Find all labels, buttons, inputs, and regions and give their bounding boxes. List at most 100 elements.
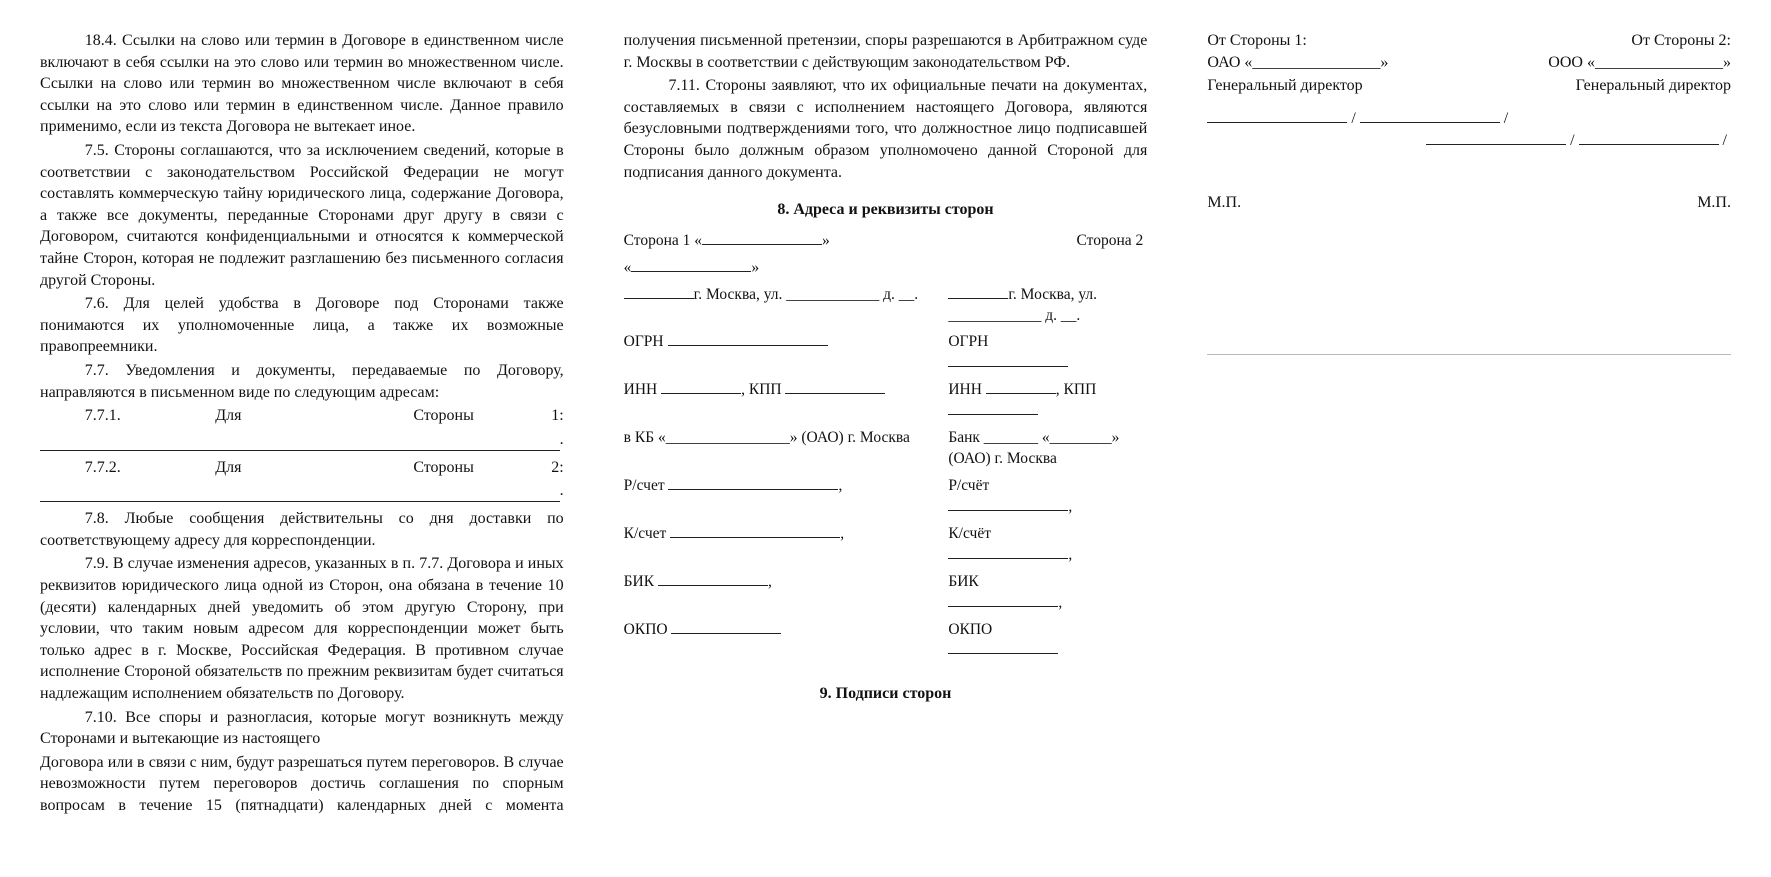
- party2-label: Сторона 2: [1077, 232, 1144, 249]
- kpp1-label: КПП: [749, 381, 782, 398]
- signatures-title-row: Генеральный директор Генеральный директо…: [1207, 75, 1731, 97]
- clause-7-7-2-line: [40, 482, 560, 502]
- kpp2-label: КПП: [1064, 381, 1097, 398]
- addr2-cell: г. Москва, ул. ____________ д. __.: [948, 285, 1147, 333]
- sig1-sign-line: [1360, 107, 1500, 123]
- clause-7-8: 7.8. Любые сообщения действительны со дн…: [40, 508, 564, 551]
- from-party2-label: От Стороны 2:: [1631, 30, 1731, 52]
- signatures-from-row: От Стороны 1: От Стороны 2:: [1207, 30, 1731, 52]
- clause-7-7-2-party: Стороны: [413, 459, 474, 476]
- clause-7-9: 7.9. В случае изменения адресов, указанн…: [40, 553, 564, 704]
- kpp2-line: [948, 414, 1038, 415]
- section-8-heading: 8. Адреса и реквизиты сторон: [624, 199, 1148, 221]
- bik2-cell: БИК,: [948, 572, 1147, 620]
- inn1-label: ИНН: [624, 381, 658, 398]
- party2-name-line: [631, 271, 751, 272]
- party1-close-quote: »: [822, 232, 830, 249]
- requisites-table: Сторона 1 «» Сторона 2 «» г. Москва, ул.…: [624, 231, 1148, 668]
- rschet2-cell: Р/счёт,: [948, 476, 1147, 524]
- addr1-index-line: [624, 298, 694, 299]
- okpo1-cell: ОКПО: [624, 620, 949, 668]
- okpo1-label: ОКПО: [624, 621, 668, 638]
- ogrn2-cell: ОГРН: [948, 332, 1147, 380]
- clause-7-7-2-end: 2:: [551, 457, 563, 479]
- clause-7-7: 7.7. Уведомления и документы, передаваем…: [40, 360, 564, 403]
- clause-7-7-2-period: .: [560, 480, 564, 508]
- bik1-cell: БИК ,: [624, 572, 949, 620]
- clause-7-7-2-for: Для: [215, 459, 241, 476]
- addr2-text: г. Москва, ул. ____________ д. __.: [948, 286, 1097, 324]
- inn2-line: [986, 393, 1056, 394]
- bik1-label: БИК: [624, 573, 654, 590]
- clause-7-7-1-end: 1:: [551, 405, 563, 427]
- okpo2-line: [948, 653, 1058, 654]
- clause-7-11: 7.11. Стороны заявляют, что их официальн…: [624, 75, 1148, 183]
- okpo1-line: [671, 633, 781, 634]
- clause-7-7-1-for: Для: [215, 407, 241, 424]
- rschet1-label: Р/счет: [624, 477, 665, 494]
- gendir2-label: Генеральный директор: [1576, 75, 1731, 97]
- okpo2-label: ОКПО: [948, 621, 992, 638]
- bik2-label: БИК: [948, 573, 978, 590]
- org2-ooo: ООО «________________»: [1548, 52, 1731, 74]
- inn-kpp2-cell: ИНН , КПП: [948, 380, 1147, 428]
- ogrn1-cell: ОГРН: [624, 332, 949, 380]
- bik1-line: [658, 585, 768, 586]
- addr1-cell: г. Москва, ул. ____________ д. __.: [624, 285, 949, 333]
- kschet2-label: К/счёт: [948, 525, 991, 542]
- clause-7-7-1-party: Стороны: [413, 407, 474, 424]
- kschet2-line: [948, 558, 1068, 559]
- rschet2-label: Р/счёт: [948, 477, 989, 494]
- ogrn1-line: [668, 345, 828, 346]
- clause-18-4: 18.4. Ссылки на слово или термин в Догов…: [40, 30, 564, 138]
- section-9-heading: 9. Подписи сторон: [624, 683, 1148, 705]
- from-party1-label: От Стороны 1:: [1207, 30, 1307, 52]
- party2-cell: Сторона 2: [948, 231, 1147, 258]
- sig1-name-line: [1207, 107, 1347, 123]
- clause-7-7-1-num: 7.7.1.: [85, 405, 121, 427]
- inn-kpp1-cell: ИНН , КПП: [624, 380, 949, 428]
- rschet2-line: [948, 510, 1068, 511]
- bank1-cell: в КБ «________________» (ОАО) г. Москва: [624, 428, 949, 476]
- clause-7-7-1: 7.7.1. Для Стороны 1:: [40, 405, 564, 427]
- clause-7-7-1-period: .: [560, 429, 564, 457]
- clause-7-10-begin: 7.10. Все споры и разногласия, которые м…: [40, 707, 564, 750]
- mp1-label: М.П.: [1207, 192, 1241, 214]
- party1-name-line: [702, 244, 822, 245]
- gendir1-label: Генеральный директор: [1207, 75, 1362, 97]
- mp-row: М.П. М.П.: [1207, 192, 1731, 214]
- inn1-line: [661, 393, 741, 394]
- clause-7-7-1-line: [40, 431, 560, 451]
- kschet1-line: [670, 537, 840, 538]
- clause-7-5: 7.5. Стороны соглашаются, что за исключе…: [40, 140, 564, 291]
- party2-open-quote: «: [624, 259, 632, 276]
- bank2-cell: Банк _______ «________» (ОАО) г. Москва: [948, 428, 1147, 476]
- addr2-index-line: [948, 298, 1008, 299]
- kschet2-cell: К/счёт,: [948, 524, 1147, 572]
- inn2-label: ИНН: [948, 381, 982, 398]
- ogrn1-label: ОГРН: [624, 333, 664, 350]
- signatures-block: От Стороны 1: От Стороны 2: ОАО «_______…: [1207, 30, 1731, 355]
- clause-7-7-2-num: 7.7.2.: [85, 457, 121, 479]
- rschet1-line: [668, 489, 838, 490]
- clause-7-7-2: 7.7.2. Для Стороны 2:: [40, 457, 564, 479]
- bik2-line: [948, 606, 1058, 607]
- org1-oao: ОАО «________________»: [1207, 52, 1388, 74]
- party2-close-quote: »: [751, 259, 759, 276]
- mp2-label: М.П.: [1697, 192, 1731, 214]
- party2-name-cell: «»: [624, 258, 1148, 285]
- sig2-sign-line: [1579, 129, 1719, 145]
- ogrn2-line: [948, 366, 1068, 367]
- kschet1-label: К/счет: [624, 525, 667, 542]
- clause-7-6: 7.6. Для целей удобства в Договоре под С…: [40, 293, 564, 358]
- kpp1-line: [785, 393, 885, 394]
- page-separator: [1207, 354, 1731, 355]
- party1-label: Сторона 1 «: [624, 232, 702, 249]
- addr1-text: г. Москва, ул. ____________ д. __.: [694, 286, 919, 303]
- ogrn2-label: ОГРН: [948, 333, 988, 350]
- okpo2-cell: ОКПО: [948, 620, 1147, 668]
- sig2-name-line: [1426, 129, 1566, 145]
- kschet1-cell: К/счет ,: [624, 524, 949, 572]
- party1-cell: Сторона 1 « »: [624, 231, 949, 258]
- document-page: 18.4. Ссылки на слово или термин в Догов…: [0, 0, 1771, 877]
